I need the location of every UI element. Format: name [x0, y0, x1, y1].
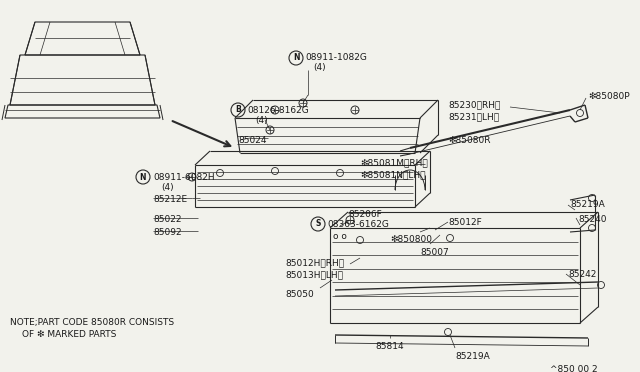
Text: 85092: 85092 [153, 228, 182, 237]
Text: 85230〈RH〉: 85230〈RH〉 [448, 100, 500, 109]
Text: (4): (4) [313, 63, 326, 72]
Text: ❇85080P: ❇85080P [588, 92, 630, 101]
Text: 85231〈LH〉: 85231〈LH〉 [448, 112, 499, 121]
Text: N: N [292, 54, 300, 62]
Text: ^850 00 2: ^850 00 2 [550, 365, 598, 372]
Text: ❇850800: ❇850800 [390, 235, 432, 244]
Text: ❇85081N〈LH〉: ❇85081N〈LH〉 [360, 170, 426, 179]
Text: 85022: 85022 [153, 215, 182, 224]
Text: OF ❇ MARKED PARTS: OF ❇ MARKED PARTS [22, 330, 116, 339]
Text: 85012H〈RH〉: 85012H〈RH〉 [285, 258, 344, 267]
Text: N: N [140, 173, 147, 182]
Text: 85219A: 85219A [570, 200, 605, 209]
Text: 85242: 85242 [568, 270, 596, 279]
Text: 85814: 85814 [375, 342, 404, 351]
Text: 08911-1082G: 08911-1082G [305, 53, 367, 62]
Text: o o: o o [333, 232, 347, 241]
Text: 85024: 85024 [238, 136, 266, 145]
Text: 85007: 85007 [420, 248, 449, 257]
Text: 85013H〈LH〉: 85013H〈LH〉 [285, 270, 343, 279]
Text: 85212E: 85212E [153, 195, 187, 204]
Text: (4): (4) [255, 116, 268, 125]
Text: 08911-6082H: 08911-6082H [153, 173, 214, 182]
Text: 08126-8162G: 08126-8162G [247, 106, 308, 115]
Text: 85206F: 85206F [348, 210, 381, 219]
Text: 08363-6162G: 08363-6162G [327, 220, 389, 229]
Text: ❇85080R: ❇85080R [448, 136, 490, 145]
Text: ❇85081M〈RH〉: ❇85081M〈RH〉 [360, 158, 428, 167]
Text: S: S [316, 219, 321, 228]
Text: 85050: 85050 [285, 290, 314, 299]
Text: NOTE;PART CODE 85080R CONSISTS: NOTE;PART CODE 85080R CONSISTS [10, 318, 174, 327]
Text: B: B [235, 106, 241, 115]
Text: 85012F: 85012F [448, 218, 482, 227]
Text: 85219A: 85219A [455, 352, 490, 361]
Text: (4): (4) [161, 183, 173, 192]
Text: 85240: 85240 [578, 215, 607, 224]
